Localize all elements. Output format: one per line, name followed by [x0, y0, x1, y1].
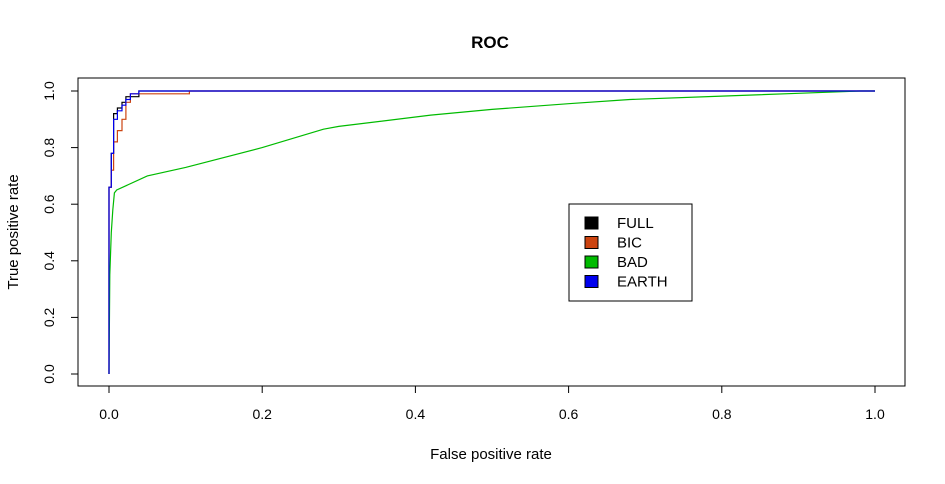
y-tick-label: 0.0: [41, 364, 57, 384]
x-axis-label: False positive rate: [430, 446, 552, 463]
x-tick-label: 0.2: [252, 406, 272, 422]
y-axis-label: True positive rate: [5, 174, 22, 289]
legend-swatch-earth: [584, 275, 599, 288]
y-axis: 0.0 0.2 0.4 0.6 0.8 1.0: [41, 81, 79, 384]
x-tick-label: 0.4: [406, 406, 426, 422]
x-tick-label: 1.0: [865, 406, 885, 422]
legend-label-bad: BAD: [617, 254, 648, 271]
legend-label-earth: EARTH: [617, 274, 668, 291]
y-tick-label: 0.8: [41, 138, 57, 158]
series-line-bad: [108, 90, 875, 375]
chart-title: ROC: [471, 33, 509, 52]
x-axis: 0.0 0.2 0.4 0.6 0.8 1.0: [99, 385, 885, 422]
series-line-bic: [108, 90, 875, 374]
legend: FULL BIC BAD EARTH: [568, 203, 693, 302]
legend-swatch-full: [584, 216, 599, 230]
x-tick-label: 0.0: [99, 406, 119, 422]
x-tick-label: 0.6: [559, 406, 579, 422]
legend-label-bic: BIC: [617, 235, 642, 252]
x-tick-label: 0.8: [712, 406, 732, 422]
y-tick-label: 0.2: [41, 307, 57, 327]
y-tick-label: 0.6: [41, 194, 57, 214]
legend-swatch-bad: [584, 255, 599, 269]
series-layer: [108, 90, 875, 375]
legend-swatch-bic: [584, 236, 599, 249]
legend-label-full: FULL: [617, 215, 654, 232]
plot-frame: [77, 77, 906, 387]
series-line-earth: [108, 90, 875, 374]
y-tick-label: 1.0: [41, 81, 57, 101]
series-line-full: [108, 90, 875, 374]
y-tick-label: 0.4: [41, 251, 57, 271]
